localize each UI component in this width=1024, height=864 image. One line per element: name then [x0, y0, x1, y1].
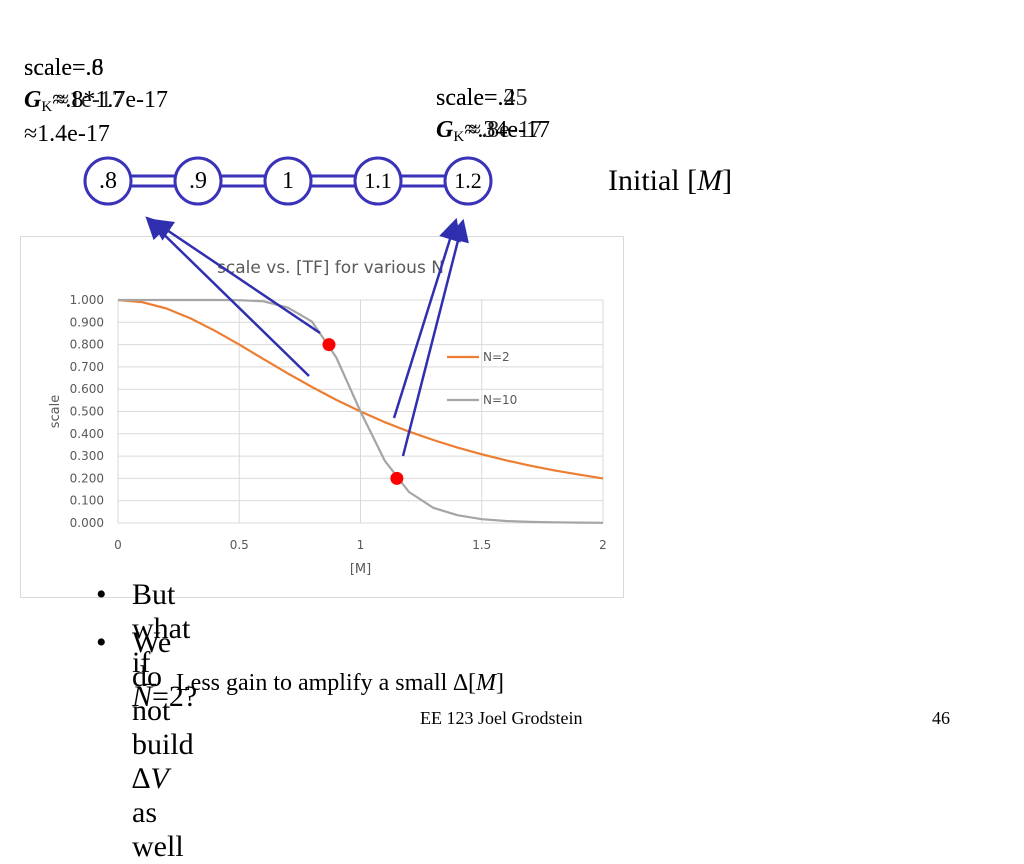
legend-entry: N=2	[483, 350, 510, 364]
y-tick-label: 0.500	[70, 405, 104, 419]
page-number: 46	[932, 708, 950, 728]
highlight-point	[390, 471, 404, 485]
chain-node-label: .8	[99, 167, 117, 194]
y-tick-label: 0.600	[70, 382, 104, 396]
y-axis-label: scale	[48, 395, 63, 429]
legend-entry: N=10	[483, 393, 517, 407]
initial-m-label: Initial [M]	[608, 164, 732, 198]
scale-chart-svg: scale vs. [TF] for various N 0.000 0.100 0.…	[48, 258, 607, 577]
chain-circles	[83, 156, 493, 206]
initial-label-variable: M	[697, 164, 723, 197]
left-approx-line: ≈1.4e-17	[24, 121, 110, 147]
left-gk-symbol: G	[24, 87, 42, 113]
chain-node-circle	[263, 156, 313, 206]
left-gk-value-a: ≈.8*1.7e-17	[52, 87, 169, 113]
left-gk-label-b: ≈1e-17	[56, 87, 124, 113]
x-axis-label: [M]	[350, 562, 371, 577]
chain-node-circle	[443, 156, 493, 206]
chain-node-circle	[83, 156, 133, 206]
y-tick-label: 1.000	[70, 293, 104, 307]
highlight-point	[322, 338, 336, 352]
chain-node-label: 1.1	[364, 168, 392, 193]
chain-node-circle	[173, 156, 223, 206]
left-scale-label-b: scale=.6	[24, 55, 104, 81]
bullet-marker: •	[96, 578, 107, 611]
y-tick-label: 0.000	[70, 516, 104, 530]
sub-bullet-marker: –	[144, 670, 156, 696]
y-tick-label: 0.800	[70, 338, 104, 352]
right-gk-label-a: GK≈.34e-17	[436, 118, 550, 145]
right-gk-symbol: G	[436, 117, 454, 143]
x-tick-label: 2	[599, 538, 607, 552]
scale-chart: scale vs. [TF] for various N 0.000 0.100 0.…	[20, 236, 624, 598]
node-chain	[83, 156, 493, 206]
right-scale-label-a: scale=.2	[436, 85, 516, 111]
y-tick-label: 0.300	[70, 449, 104, 463]
sub-bullet-text: Less gain to amplify a small ∆[M]	[176, 670, 504, 696]
right-gk-subscript: K	[453, 129, 465, 145]
x-tick-label: 0.5	[230, 538, 249, 552]
bullet-text: But what if N=2?	[132, 578, 198, 713]
initial-label-suffix: ]	[722, 164, 733, 197]
left-scale-label-a: scale=.8	[24, 55, 104, 81]
x-tick-label: 1.5	[472, 538, 491, 552]
y-tick-label: 0.900	[70, 315, 104, 329]
chain-node-label: .9	[189, 167, 207, 194]
y-tick-label: 0.700	[70, 360, 104, 374]
chain-node-label: 1	[282, 167, 294, 194]
chain-node-circle	[353, 156, 403, 206]
x-tick-label: 1	[357, 538, 365, 552]
right-gk-value-a: ≈.34e-17	[464, 117, 551, 143]
left-gk-label-a: GK≈.8*1.7e-17	[24, 88, 168, 115]
right-gk-label-b: ≈.8e-17	[468, 117, 542, 143]
right-scale-label-b: scale=.45	[436, 85, 528, 111]
chart-title: scale vs. [TF] for various N	[217, 258, 444, 278]
initial-label-prefix: Initial [	[608, 164, 698, 197]
chain-node-label: 1.2	[454, 168, 482, 193]
x-tick-label: 0	[114, 538, 122, 552]
bullet-text: We do not build ∆V as well	[132, 626, 194, 863]
chain-connectors	[131, 174, 445, 188]
bullet-marker: •	[96, 626, 107, 659]
y-tick-label: 0.400	[70, 427, 104, 441]
y-tick-label: 0.100	[70, 494, 104, 508]
left-gk-subscript: K	[41, 99, 53, 115]
footer-text: EE 123 Joel Grodstein	[420, 708, 583, 728]
y-tick-label: 0.200	[70, 471, 104, 485]
